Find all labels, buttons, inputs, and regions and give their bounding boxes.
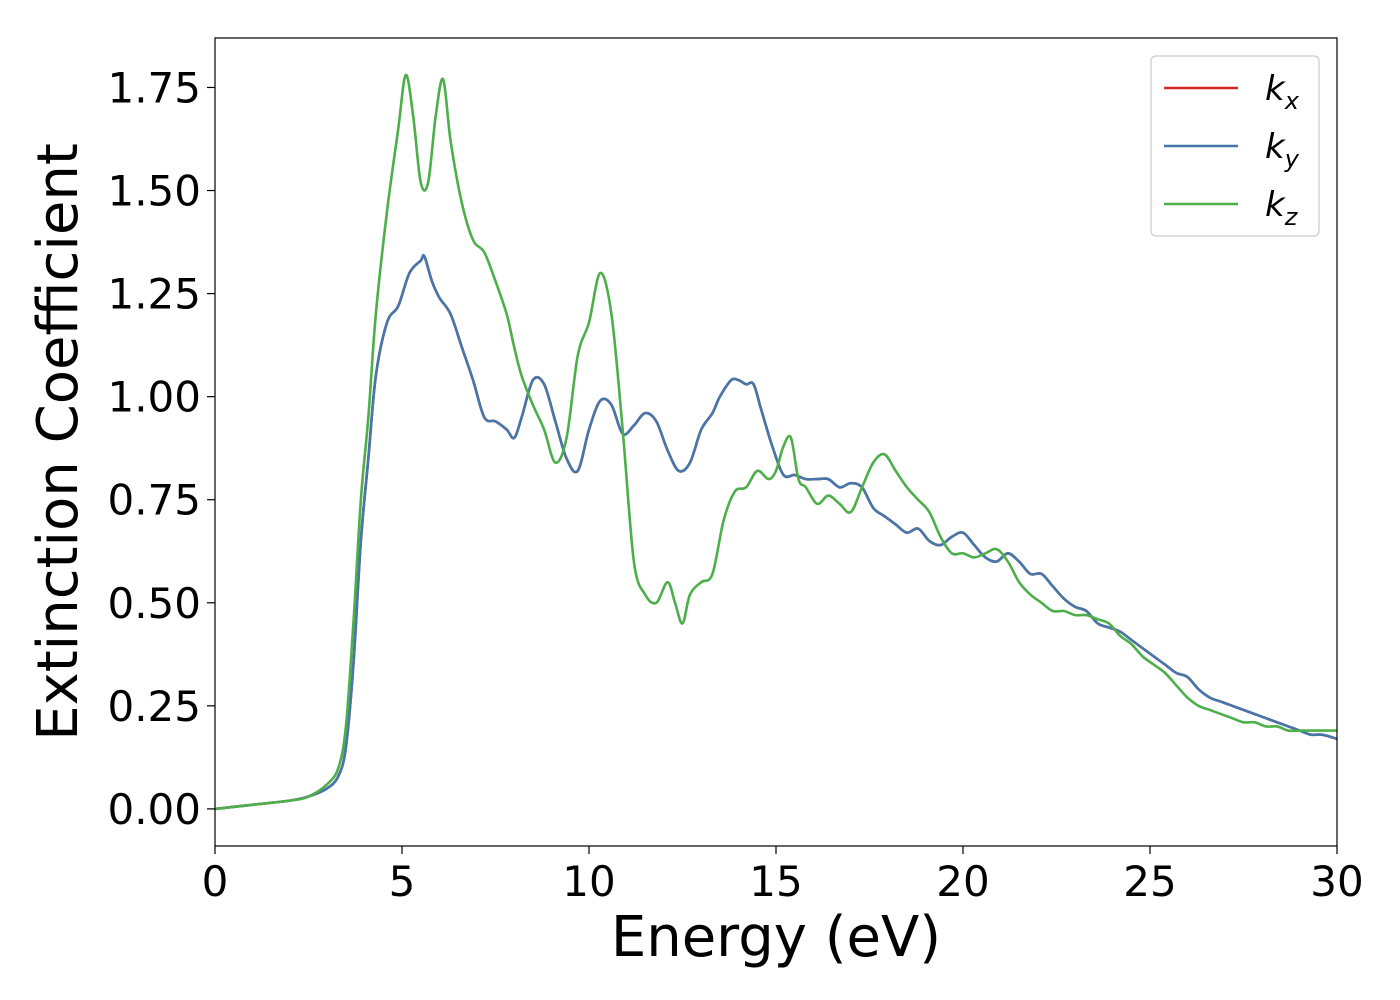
y-tick-label: 1.75 (107, 63, 201, 112)
x-tick-label: 15 (749, 857, 802, 906)
x-tick-label: 25 (1123, 857, 1176, 906)
series-line-k-z (215, 73, 1337, 811)
legend-label-base: k (1265, 127, 1286, 167)
legend-label-subscript: y (1284, 145, 1300, 173)
legend-label-k-z: kz (1265, 185, 1299, 231)
x-tick-label: 0 (202, 857, 229, 906)
x-tick-label: 5 (389, 857, 416, 906)
y-tick-label: 1.00 (107, 373, 201, 422)
x-axis-ticks: 0 5 10 15 20 25 30 (202, 846, 1364, 906)
y-tick-label: 0.25 (107, 682, 201, 731)
legend-label-subscript: x (1284, 87, 1300, 115)
x-tick-label: 10 (562, 857, 615, 906)
y-axis-label: Extinction Coefficient (26, 143, 91, 741)
series-layer (215, 73, 1337, 811)
legend-label-base: k (1265, 185, 1286, 225)
y-axis-ticks: 0.00 0.25 0.50 0.75 1.00 1.25 1.50 1.75 (107, 63, 215, 834)
legend-label-base: k (1265, 69, 1286, 109)
x-tick-label: 30 (1310, 857, 1363, 906)
y-tick-label: 0.50 (107, 579, 201, 628)
x-axis-label: Energy (eV) (611, 905, 941, 970)
y-tick-label: 0.00 (107, 785, 201, 834)
y-tick-label: 1.50 (107, 167, 201, 216)
legend-label-k-x: kx (1265, 69, 1300, 115)
y-tick-label: 1.25 (107, 270, 201, 319)
series-line-k-y (215, 253, 1337, 811)
y-tick-label: 0.75 (107, 476, 201, 525)
x-tick-label: 20 (936, 857, 989, 906)
legend-label-subscript: z (1284, 203, 1299, 231)
legend-label-k-y: ky (1265, 127, 1300, 173)
